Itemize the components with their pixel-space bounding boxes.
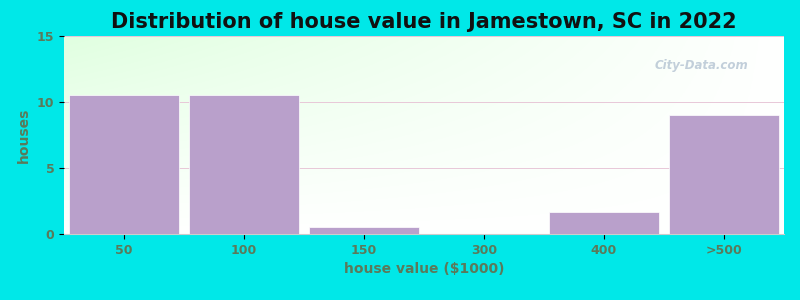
Title: Distribution of house value in Jamestown, SC in 2022: Distribution of house value in Jamestown… [111,12,737,32]
Bar [69,95,179,234]
Bar [549,212,659,234]
X-axis label: house value ($1000): house value ($1000) [344,262,504,276]
Bar [669,115,779,234]
Text: City-Data.com: City-Data.com [654,59,748,72]
Bar [309,227,419,234]
Bar [189,95,299,234]
Y-axis label: houses: houses [18,107,31,163]
